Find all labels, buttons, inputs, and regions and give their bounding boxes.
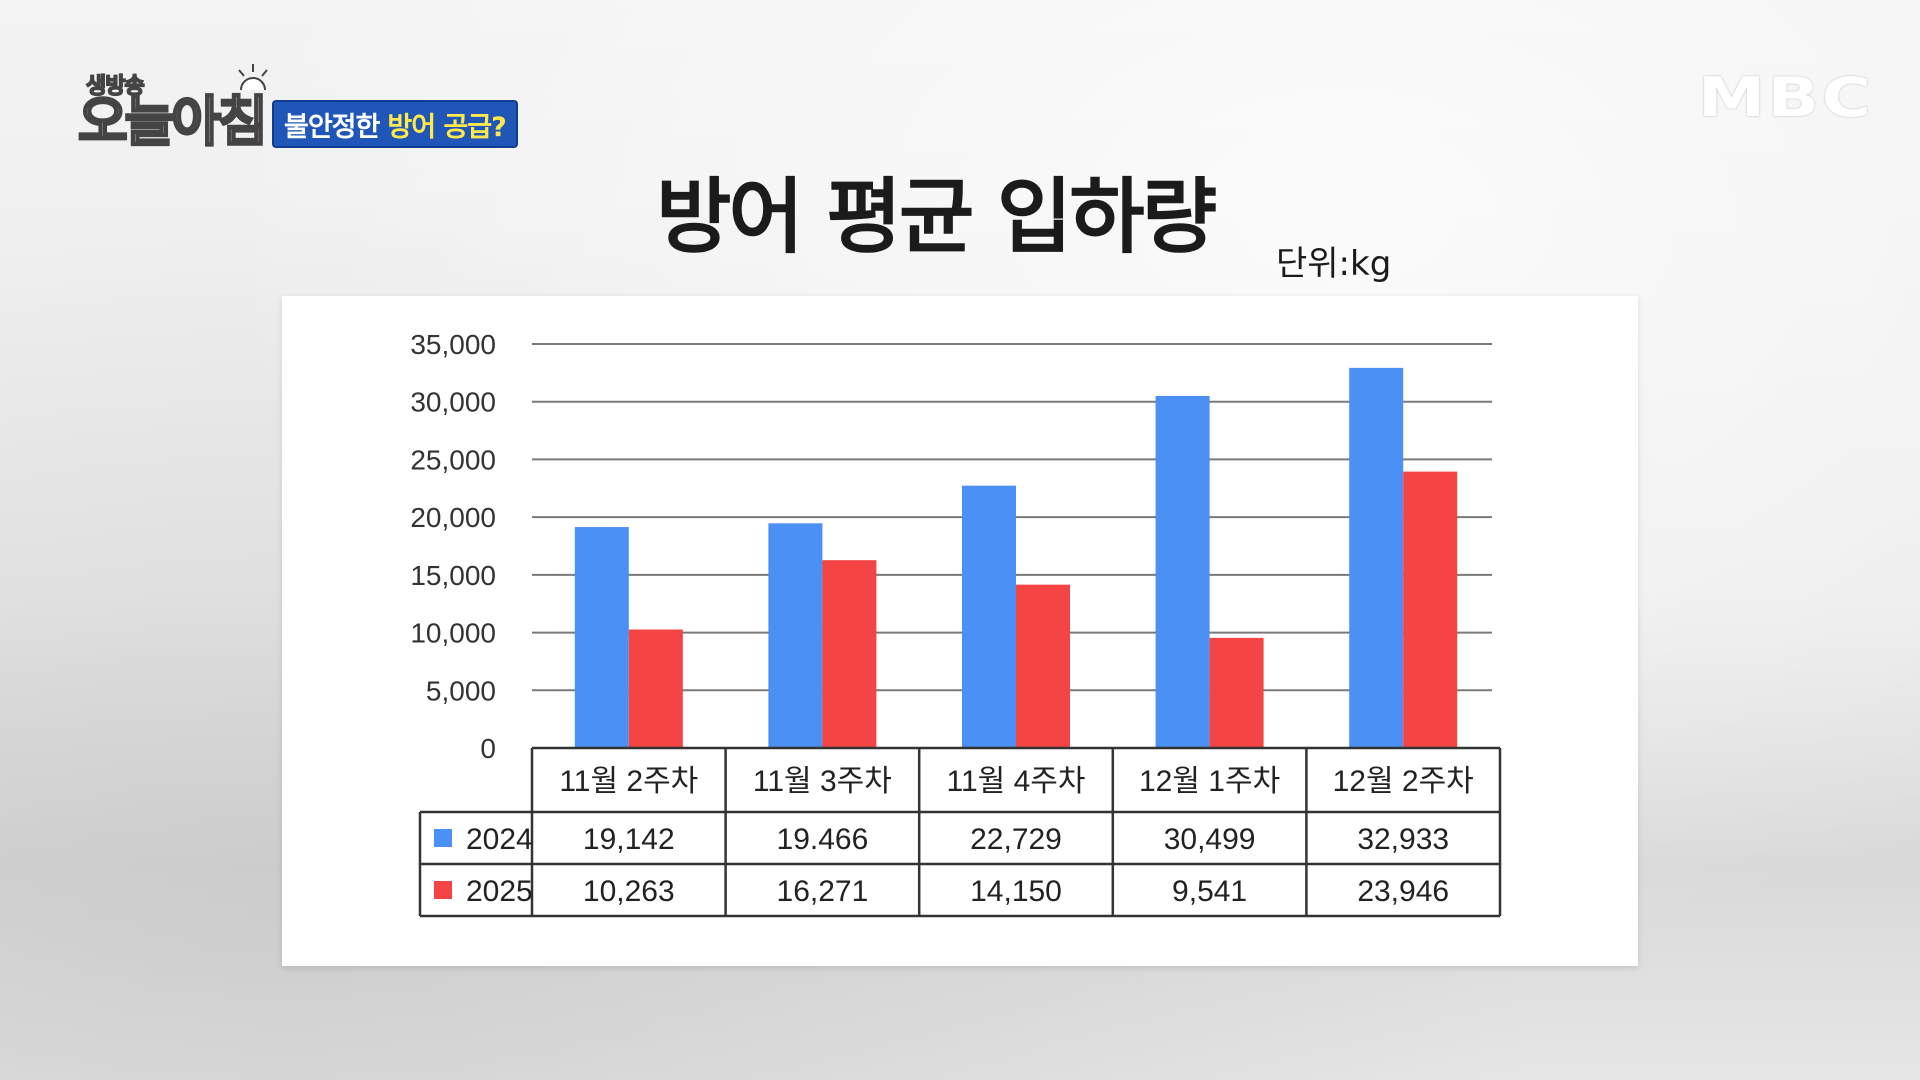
- category-label: 12월 1주차: [1139, 765, 1280, 798]
- bar-2024: [768, 523, 823, 748]
- category-label: 11월 4주차: [947, 765, 1086, 798]
- y-tick-label: 10,000: [410, 618, 496, 649]
- y-tick-label: 15,000: [410, 560, 496, 591]
- legend-label: 2024: [466, 823, 533, 856]
- topic-tag: 불안정한 방어 공급?: [272, 100, 518, 148]
- value-label: 19.466: [777, 823, 869, 856]
- category-label: 11월 3주차: [753, 765, 892, 798]
- bar-chart: 0 5,000 10,000 15,000 20,000 25,000 30,000 35,0…: [410, 329, 1502, 918]
- value-label: 30,499: [1164, 823, 1256, 856]
- bar-2025: [1403, 471, 1458, 748]
- y-tick-label: 0: [480, 733, 496, 764]
- show-logo: 생방송 오늘아침: [77, 62, 269, 162]
- bar-2024: [1349, 367, 1404, 748]
- value-label: 14,150: [970, 875, 1062, 908]
- y-tick-label: 20,000: [410, 502, 496, 533]
- bar-2025: [1016, 584, 1070, 748]
- bar-2025: [822, 560, 877, 748]
- bar-2024: [962, 485, 1016, 748]
- value-label: 16,271: [777, 875, 869, 908]
- network-logo: MBC: [1698, 66, 1874, 129]
- bar-2025: [1209, 637, 1264, 748]
- category-label: 12월 2주차: [1333, 765, 1474, 798]
- legend-swatch-2025: [434, 881, 452, 899]
- topic-highlight: 방어 공급?: [387, 111, 506, 143]
- topic-prefix: 불안정한: [284, 111, 380, 143]
- sun-icon: [238, 64, 268, 91]
- show-logo-main: 오늘아침: [77, 90, 269, 153]
- y-tick-label: 35,000: [410, 329, 496, 360]
- show-logo-small: 생방송: [85, 73, 145, 100]
- bar-2024: [574, 527, 629, 748]
- value-label: 32,933: [1357, 823, 1449, 856]
- bar-2025: [628, 629, 683, 748]
- chart-title: 방어 평균 입하량: [656, 170, 1217, 265]
- unit-label: 단위:kg: [1276, 244, 1392, 284]
- bar-2024: [1155, 395, 1210, 748]
- chart-panel: 0 5,000 10,000 15,000 20,000 25,000 30,000 35,0…: [282, 296, 1638, 966]
- y-tick-label: 25,000: [410, 444, 496, 475]
- value-label: 23,946: [1357, 875, 1449, 908]
- legend-swatch-2024: [434, 829, 452, 847]
- legend-label: 2025: [466, 875, 533, 908]
- value-label: 10,263: [583, 875, 675, 908]
- category-label: 11월 2주차: [559, 765, 698, 798]
- y-tick-label: 30,000: [410, 387, 496, 418]
- value-label: 9,541: [1172, 875, 1247, 908]
- value-label: 19,142: [583, 823, 675, 856]
- y-tick-label: 5,000: [426, 675, 496, 706]
- value-label: 22,729: [970, 823, 1062, 856]
